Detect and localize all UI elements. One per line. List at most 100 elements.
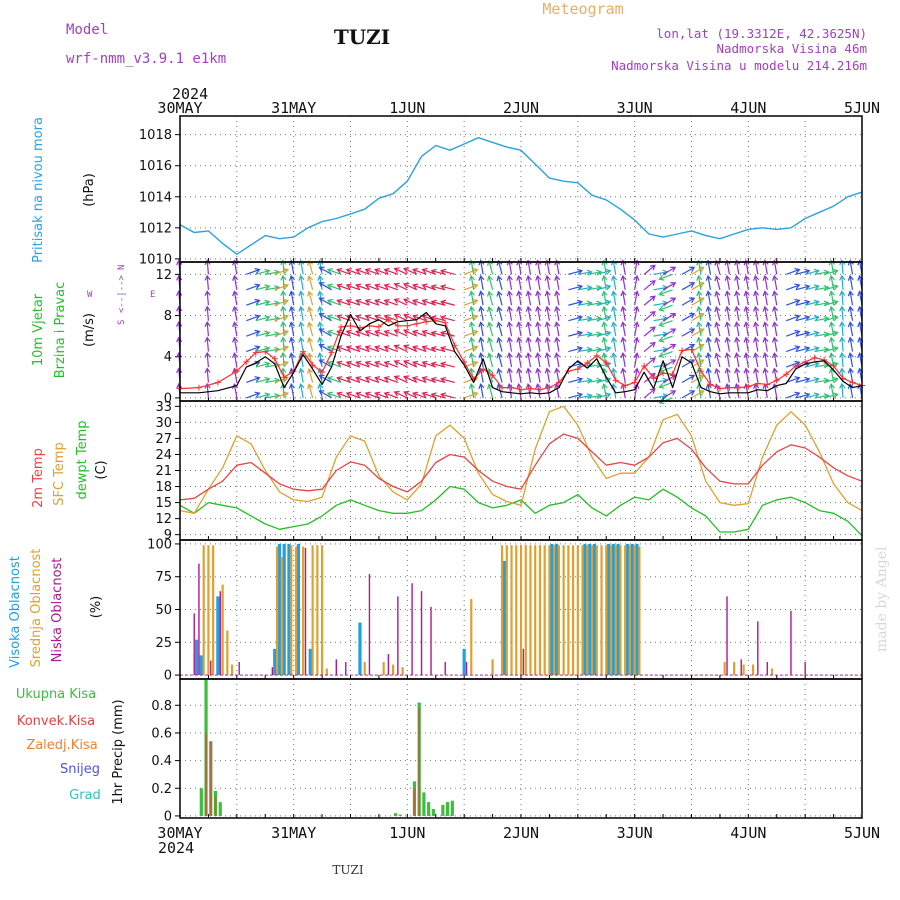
wind-arrowhead xyxy=(307,336,314,344)
wind-arrowhead xyxy=(516,290,523,297)
wind-arrowhead xyxy=(535,274,542,281)
cloud-bar xyxy=(302,546,305,676)
cloud-bar xyxy=(202,545,205,676)
wind-arrow xyxy=(282,337,285,352)
wind-arrow xyxy=(265,364,280,368)
cloud-bar xyxy=(411,583,413,676)
wind-arrowhead xyxy=(620,274,627,281)
wind-arrow xyxy=(612,353,617,368)
wind-arrowhead xyxy=(832,315,839,322)
gust-marker xyxy=(243,358,250,365)
wind-arrow xyxy=(805,331,819,337)
cloud-bar xyxy=(607,543,611,676)
wind-arrowhead xyxy=(232,352,239,359)
wind-arrowhead xyxy=(298,336,305,343)
wind-unit: (m/s) xyxy=(82,313,97,347)
wind-arrow xyxy=(480,322,484,337)
gust-marker xyxy=(707,381,714,388)
wind-arrowhead xyxy=(828,336,835,343)
wind-arrow xyxy=(726,384,730,399)
wind-arrow xyxy=(274,315,289,322)
wind-arrow xyxy=(568,378,583,384)
wind-arrowhead xyxy=(282,283,289,290)
gust-marker xyxy=(442,319,449,326)
wind-arrowhead xyxy=(298,274,305,281)
wind-arrow xyxy=(375,299,389,306)
wind-arrow xyxy=(764,260,768,275)
wind-arrow xyxy=(795,347,810,353)
wind-arrow xyxy=(346,284,361,291)
dir-key-east: E xyxy=(150,290,155,300)
time-label-top: 3JUN xyxy=(617,99,653,117)
wind-arrowhead xyxy=(254,345,261,352)
wind-arrow xyxy=(577,302,592,306)
wind-arrow xyxy=(745,275,749,290)
wind-arrow xyxy=(795,301,810,306)
wind-arrow xyxy=(773,260,778,275)
wind-arrowhead xyxy=(734,259,741,266)
wind-arrowhead xyxy=(412,376,419,382)
wind-arrow xyxy=(384,299,399,306)
wind-arrow xyxy=(508,368,513,383)
wind-arrowhead xyxy=(689,343,696,350)
wind-arrowhead xyxy=(374,391,381,398)
wind-arrow xyxy=(488,276,494,290)
wind-arrow xyxy=(536,353,541,368)
wind-arrowhead xyxy=(734,274,741,281)
wind-arrow xyxy=(319,359,332,368)
wind-arrowhead xyxy=(506,336,513,343)
wind-arrowhead xyxy=(280,351,287,358)
wind-arrow xyxy=(691,328,704,337)
wind-arrow xyxy=(830,275,835,290)
wind-arrow xyxy=(814,302,829,306)
y-tick-label: 1014 xyxy=(139,190,172,205)
gust-marker xyxy=(499,384,506,391)
temp-unit: (C) xyxy=(94,460,109,479)
wind-arrowhead xyxy=(516,336,523,343)
wind-arrowhead xyxy=(544,352,551,359)
wind-arrow xyxy=(300,275,304,290)
wind-arrow xyxy=(265,394,280,399)
wind-arrow xyxy=(356,346,370,353)
wind-arrowhead xyxy=(487,306,493,313)
wind-arrow xyxy=(603,260,607,275)
wind-arrowhead xyxy=(326,298,333,305)
wind-arrowhead xyxy=(743,336,750,343)
wind-arrowhead xyxy=(832,330,839,337)
wind-arrowhead xyxy=(696,305,703,312)
wind-arrow xyxy=(786,392,800,399)
wind-arrowhead xyxy=(605,299,612,306)
wind-arrowhead xyxy=(307,383,314,390)
dir-key-north: N xyxy=(117,265,127,270)
wind-arrow xyxy=(365,330,380,337)
wind-arrowhead xyxy=(658,305,665,312)
wind-arrowhead xyxy=(288,382,295,390)
wind-arrow xyxy=(643,373,656,383)
precip-legend-item: Ukupna Kisa xyxy=(16,687,96,702)
wind-arrow xyxy=(773,322,778,337)
wind-arrowhead xyxy=(832,299,839,306)
wind-arrow xyxy=(337,284,351,291)
cloud-bar xyxy=(238,661,240,676)
precip-legend-item: Zaledj.Kisa xyxy=(26,738,97,753)
wind-arrow xyxy=(274,330,289,337)
wind-arrow xyxy=(691,266,704,275)
wind-arrowhead xyxy=(620,259,627,266)
wind-arrowhead xyxy=(610,274,618,281)
wind-arrowhead xyxy=(828,274,835,281)
cloud-bar xyxy=(633,545,636,676)
cloud-bar xyxy=(502,560,507,676)
wind-arrow xyxy=(659,335,673,342)
wind-arrow xyxy=(441,285,455,291)
wind-arrowhead xyxy=(610,305,618,312)
y-tick-label: 0 xyxy=(164,809,172,824)
dir-key-arrows: <--|--> xyxy=(117,274,127,313)
wind-arrowhead xyxy=(317,352,324,359)
wind-arrow xyxy=(470,306,475,321)
wind-arrowhead xyxy=(506,259,513,266)
total-precip-bar xyxy=(441,804,445,816)
wind-arrow xyxy=(488,337,494,352)
wind-arrow xyxy=(555,275,560,290)
wind-arrow xyxy=(488,322,494,337)
wind-arrowhead xyxy=(364,345,371,352)
